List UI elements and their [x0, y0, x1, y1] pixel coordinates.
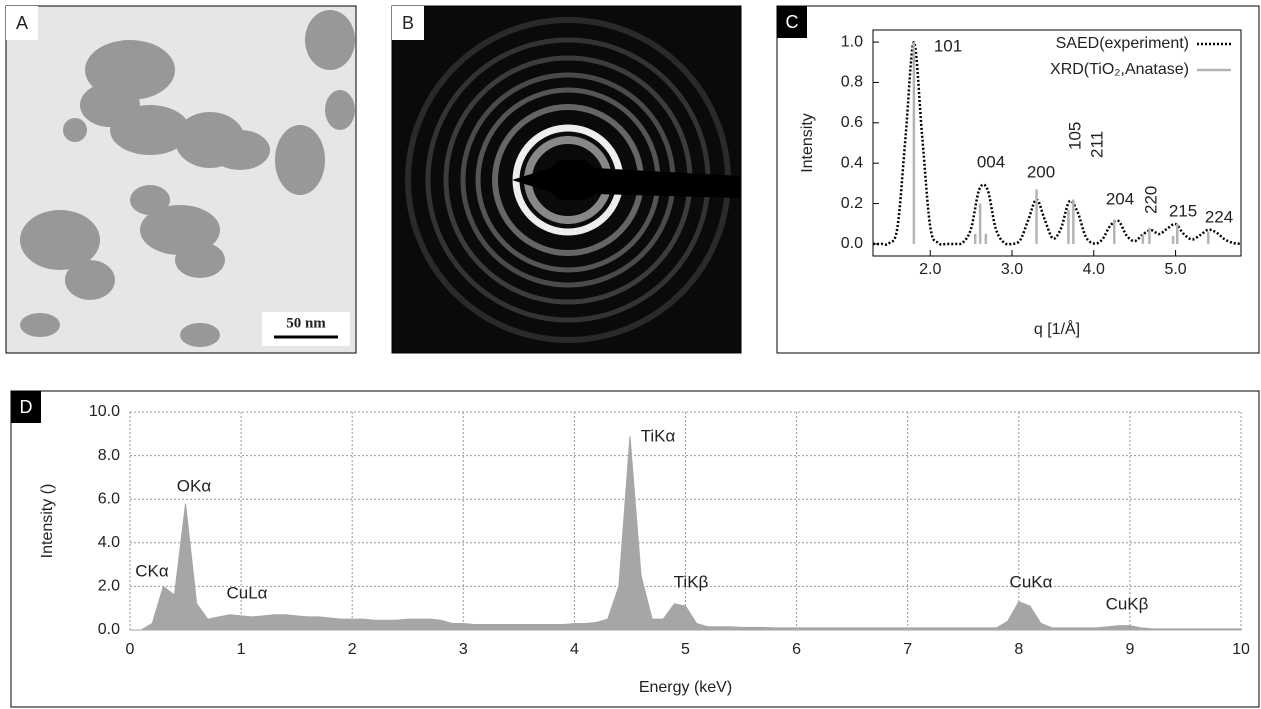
peak-label: 200: [1027, 162, 1055, 181]
x-axis-label: Energy (keV): [639, 679, 732, 696]
peak-label: 105: [1065, 122, 1084, 150]
panel-label: B: [402, 13, 414, 33]
y-axis-label: Intensity: [799, 113, 816, 173]
x-tick-label: 8: [1014, 641, 1023, 658]
x-tick-label: 3.0: [1001, 261, 1023, 278]
panel-a: A 50 nm: [5, 5, 357, 354]
panel-label: D: [20, 397, 33, 417]
plot-frame: [872, 29, 1242, 257]
peak-label: CKα: [135, 561, 169, 580]
peak-label: 204: [1106, 189, 1134, 208]
x-tick-label: 9: [1125, 641, 1134, 658]
peak-label: 215: [1169, 201, 1197, 220]
scale-bar-box: [262, 312, 350, 346]
y-tick-label: 4.0: [98, 534, 120, 551]
y-tick-label: 0.0: [841, 235, 863, 252]
x-tick-label: 1: [237, 641, 246, 658]
panel-label-box: [392, 6, 424, 40]
y-tick-label: 0.0: [98, 621, 120, 638]
y-tick-label: 2.0: [98, 578, 120, 595]
y-tick-label: 8.0: [98, 447, 120, 464]
x-tick-label: 4: [570, 641, 579, 658]
panel-label-box: [6, 6, 38, 40]
y-tick-label: 0.4: [841, 154, 863, 171]
x-tick-label: 2: [348, 641, 357, 658]
x-tick-label: 5.0: [1164, 261, 1186, 278]
panel-label-box: [11, 391, 41, 423]
particles: [20, 10, 355, 347]
peak-label: 004: [977, 152, 1005, 171]
x-tick-label: 4.0: [1083, 261, 1105, 278]
beam-stopper: [512, 160, 741, 200]
x-tick-label: 2.0: [919, 261, 941, 278]
y-tick-label: 10.0: [89, 403, 120, 420]
peak-label: TiKα: [641, 426, 676, 445]
peak-label: CuKβ: [1106, 594, 1149, 613]
y-tick-label: 0.8: [841, 74, 863, 91]
y-tick-label: 6.0: [98, 490, 120, 507]
x-tick-label: 3: [459, 641, 468, 658]
peak-label: 220: [1141, 186, 1160, 214]
y-axis-label: Intensity (): [39, 484, 56, 559]
panel-label-box: [777, 6, 807, 38]
y-tick-label: 0.2: [841, 195, 863, 212]
peak-label: OKα: [177, 476, 212, 495]
y-tick-label: 1.0: [841, 33, 863, 50]
legend-label: SAED(experiment): [1056, 35, 1189, 52]
panel-c-frame: [776, 5, 1260, 354]
panel-1: D 0.0 2.0 4.0 6.0 8.0 10.0 0 1 2 3 4 5 6 7 8 9 10 Energy (…: [11, 391, 1250, 696]
x-tick-label: 5: [681, 641, 690, 658]
x-axis-label: q [1/Å]: [1034, 319, 1080, 338]
panel-d-frame: [10, 390, 1260, 708]
peak-label: 224: [1205, 207, 1233, 226]
spectrum-area: [130, 435, 1242, 631]
peak-label: CuKα: [1010, 572, 1053, 591]
scale-bar-label: 50 nm: [286, 315, 326, 331]
panel-b: B: [391, 5, 742, 354]
peak-label: CuLα: [226, 583, 267, 602]
peak-label: 211: [1087, 131, 1106, 158]
x-tick-label: 0: [126, 641, 135, 658]
panel-label: A: [16, 13, 28, 33]
peak-label: 101: [934, 36, 962, 55]
x-tick-label: 10: [1232, 641, 1250, 658]
x-tick-label: 7: [903, 641, 912, 658]
panel-0: C 0.0 0.2 0.4 0.6 0.8 1.0 2.0 3.0 4.0 5.0 q [1/Å] In…: [777, 6, 1242, 338]
panel-label: C: [786, 12, 799, 32]
x-tick-label: 6: [792, 641, 801, 658]
y-tick-label: 0.6: [841, 114, 863, 131]
peak-label: TiKβ: [674, 572, 709, 591]
legend-label: XRD(TiO₂,Anatase): [1050, 61, 1189, 78]
